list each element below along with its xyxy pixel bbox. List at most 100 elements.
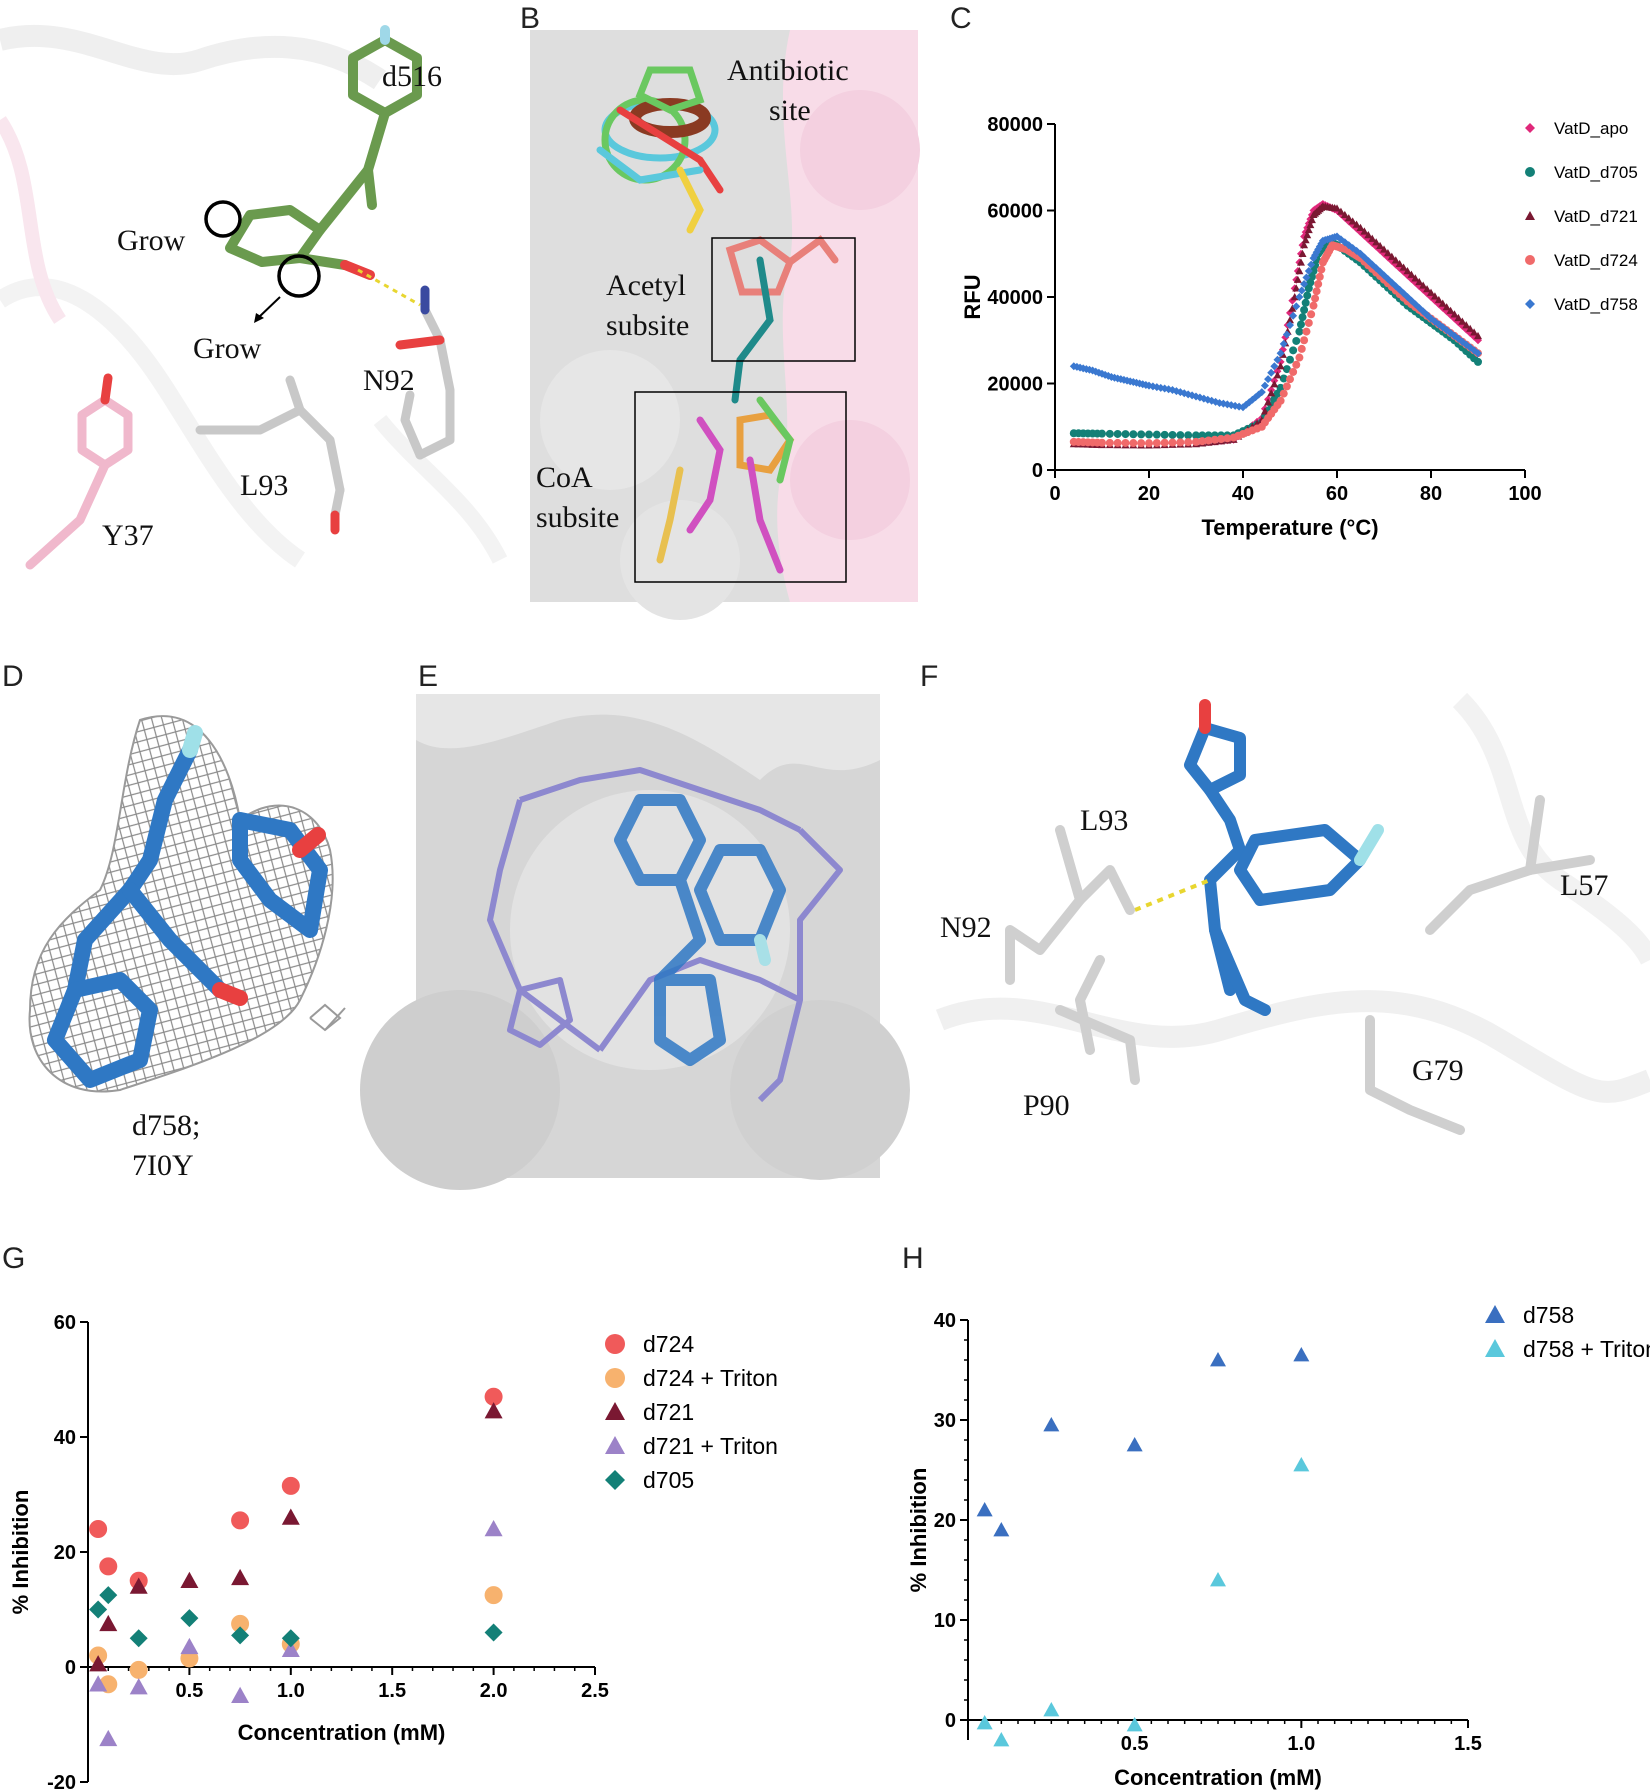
data-point (1273, 371, 1282, 379)
data-point (1210, 435, 1219, 444)
ligand-f (1184, 699, 1384, 1016)
residues-f (1005, 795, 1595, 1135)
label-antibiotic-1: Antibiotic (727, 54, 849, 87)
data-point (484, 1402, 503, 1419)
data-point (1300, 336, 1309, 345)
hbond-a (357, 268, 421, 307)
data-point (1317, 265, 1326, 274)
series-d758-triton (976, 1457, 1310, 1747)
panel-b-structure: Antibiotic site Acetyl subsite CoA subsi… (530, 30, 920, 620)
label-y37: Y37 (102, 519, 154, 552)
data-point (1098, 429, 1106, 438)
data-point (484, 1387, 503, 1406)
data-point (89, 1655, 108, 1672)
panel-label-c: C (950, 2, 972, 35)
legend-marker (1525, 123, 1535, 133)
legend-label: VatD_d705 (1554, 163, 1638, 182)
data-point (1415, 277, 1424, 286)
legend-marker (1525, 211, 1535, 220)
data-point (231, 1626, 250, 1645)
data-point (1145, 439, 1153, 448)
data-point (1192, 431, 1200, 440)
data-point (1260, 381, 1269, 390)
x-tick-label: 20 (1138, 483, 1160, 505)
data-point (1223, 434, 1232, 443)
data-point (1399, 263, 1408, 271)
data-point (1438, 299, 1447, 307)
y-tick-label: 40 (934, 1310, 956, 1332)
data-point (1295, 327, 1304, 336)
series-d705 (89, 1586, 503, 1648)
data-point (1113, 438, 1122, 447)
data-point (180, 1571, 199, 1588)
legend-marker (1525, 255, 1535, 265)
data-point (1113, 429, 1122, 438)
series-d758 (976, 1347, 1310, 1537)
data-point (1303, 231, 1312, 239)
series-vatd-d724 (1069, 241, 1482, 448)
data-point (1043, 1417, 1060, 1432)
data-point (976, 1715, 993, 1730)
data-point (1419, 281, 1428, 289)
data-point (1289, 367, 1298, 376)
data-point (1286, 355, 1294, 364)
data-point (231, 1511, 250, 1530)
data-point (1340, 210, 1349, 219)
data-point (1152, 438, 1161, 447)
legend-marker (605, 1470, 625, 1490)
chart-c-melting-curve: 0 20000 40000 60000 80000 0 20 40 60 80 100 Tempera… (960, 114, 1638, 540)
data-point (1204, 436, 1213, 445)
data-point (231, 1568, 250, 1586)
series-d724 (89, 1387, 503, 1590)
data-point (1336, 207, 1345, 215)
data-point (1446, 306, 1455, 314)
legend-marker (1485, 1305, 1505, 1323)
data-point (1264, 398, 1273, 406)
panel-label-e: E (418, 660, 438, 693)
label-f-p90: P90 (1023, 1089, 1070, 1122)
data-point (1303, 291, 1312, 300)
data-point (1304, 318, 1313, 327)
data-point (1297, 286, 1306, 295)
data-point (1301, 236, 1310, 244)
label-grow-1: Grow (117, 224, 186, 257)
data-point (281, 1629, 300, 1648)
data-point (1184, 438, 1193, 447)
data-point (484, 1623, 503, 1642)
panel-e-structure (360, 694, 910, 1190)
data-point (1312, 287, 1321, 296)
data-point (1286, 375, 1294, 384)
x-tick-label: 1.5 (378, 1680, 406, 1702)
data-point (1292, 336, 1301, 345)
legend-label: VatD_d758 (1554, 295, 1638, 314)
legend-label: d724 (643, 1331, 694, 1357)
data-point (1282, 382, 1291, 391)
data-point (1348, 217, 1357, 225)
legend-marker (1525, 299, 1535, 309)
data-point (1344, 214, 1353, 222)
label-coa-2: subsite (536, 501, 619, 534)
data-point (1129, 439, 1138, 448)
data-point (1289, 311, 1298, 320)
data-point (1192, 437, 1200, 446)
panel-a-structure: d516 Grow Grow N92 L93 Y37 (0, 0, 508, 600)
data-point (1286, 316, 1294, 324)
data-point (1450, 310, 1459, 318)
ligand-d758-density (47, 725, 328, 1088)
label-7i0y: 7I0Y (132, 1149, 194, 1182)
y-axis-label: RFU (960, 274, 985, 319)
data-point (1300, 280, 1309, 289)
data-point (1198, 431, 1207, 440)
data-point (1043, 1702, 1060, 1717)
data-point (1160, 438, 1169, 447)
data-point (1126, 1437, 1143, 1452)
y-tick-label: 40000 (987, 287, 1043, 309)
legend-marker (605, 1436, 625, 1454)
data-point (1098, 438, 1106, 447)
data-point (99, 1586, 118, 1605)
data-point (99, 1557, 118, 1576)
data-point (1407, 270, 1416, 278)
data-point (1470, 328, 1479, 336)
data-point (1454, 313, 1463, 322)
legend-label: VatD_d721 (1554, 207, 1638, 226)
